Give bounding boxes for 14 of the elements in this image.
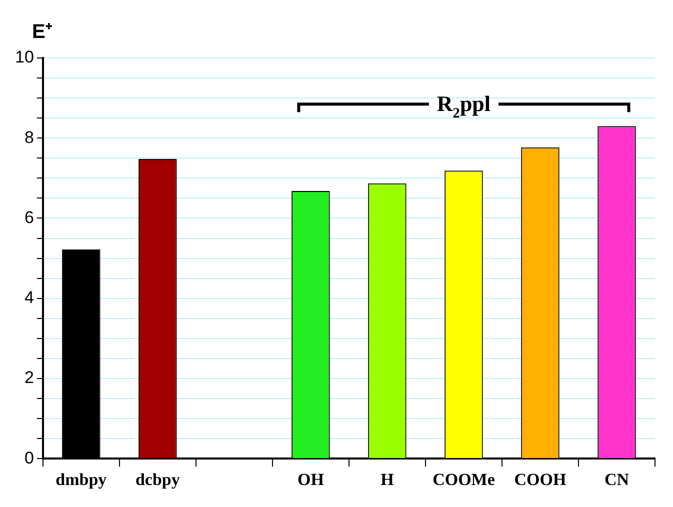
x-tick-label: dmbpy xyxy=(56,470,108,490)
y-tick-label: 2 xyxy=(24,368,34,388)
x-tick-label: OH xyxy=(297,470,324,490)
y-tick-label: 10 xyxy=(14,48,34,67)
x-tick-label: COOMe xyxy=(432,470,496,490)
y-tick-label: 8 xyxy=(24,128,34,147)
y-axis-title: E⁺ xyxy=(32,21,52,43)
y-tick-label: 6 xyxy=(24,208,34,227)
x-tick-label: dcbpy xyxy=(135,470,180,490)
x-tick-label: H xyxy=(380,470,394,490)
x-tick-label: COOH xyxy=(514,470,566,490)
x-tick-label: CN xyxy=(604,470,630,490)
y-tick-label: 0 xyxy=(24,448,34,468)
y-tick-label: 4 xyxy=(24,288,34,308)
